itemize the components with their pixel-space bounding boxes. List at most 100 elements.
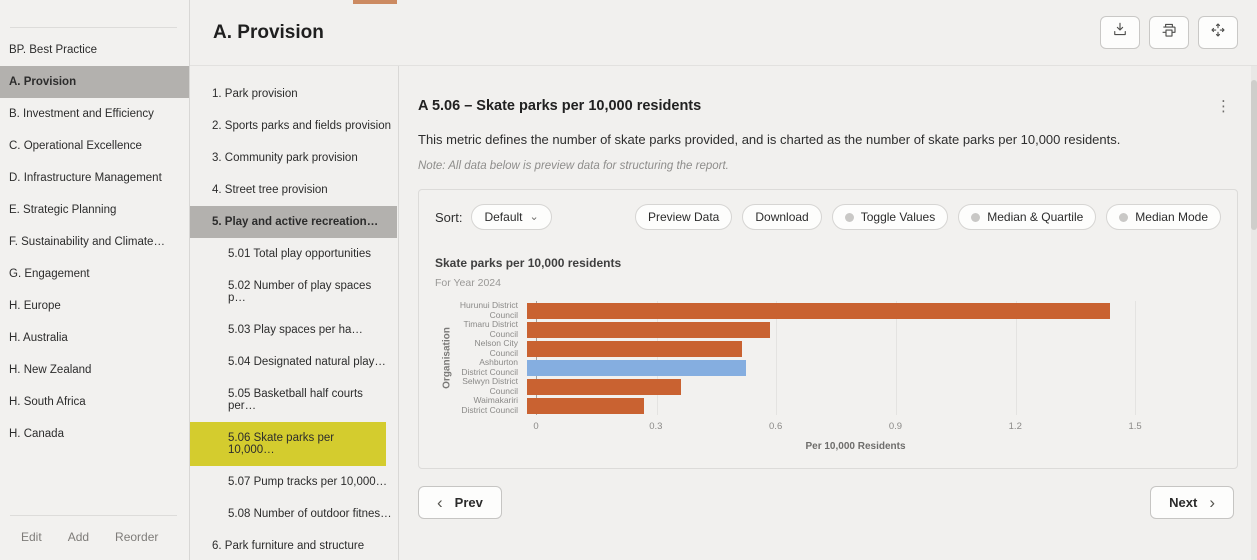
- sidebar-item[interactable]: G. Engagement: [9, 268, 90, 280]
- sidebar-item[interactable]: C. Operational Excellence: [9, 140, 142, 152]
- gridline: [895, 301, 897, 415]
- print-icon: [1160, 21, 1178, 44]
- gridline: [656, 301, 658, 415]
- subnav-item[interactable]: 5.08 Number of outdoor fitnes…: [228, 508, 392, 520]
- subnav-item[interactable]: 5.07 Pump tracks per 10,000…: [228, 476, 388, 488]
- sort-label: Sort:: [435, 209, 463, 225]
- plot-area: Organisation Hurunui District Council Tim…: [435, 300, 1221, 415]
- toggle-button[interactable]: Median & Quartile: [958, 204, 1097, 230]
- download-button[interactable]: [1100, 16, 1140, 49]
- next-button[interactable]: Next ›: [1150, 486, 1234, 519]
- sidebar-list: BP. Best Practice A. Provision B. Investme…: [0, 34, 189, 450]
- sidebar-item[interactable]: H. Europe: [9, 300, 61, 312]
- toggle-dot-icon: [844, 212, 854, 222]
- category-label: Selwyn District Council: [462, 375, 518, 396]
- chart-toolbar: Sort: Default ⌄ Preview Data Download Togg…: [435, 204, 1221, 230]
- next-label: Next: [1169, 495, 1198, 510]
- chevron-left-icon: ‹: [437, 492, 443, 512]
- sidebar-item[interactable]: H. New Zealand: [9, 364, 92, 376]
- subnav-item[interactable]: 5.04 Designated natural play…: [228, 356, 386, 368]
- chart-subtitle: For Year 2024: [435, 277, 501, 289]
- bar: [527, 397, 645, 414]
- toolbar-button[interactable]: Download: [742, 204, 822, 230]
- reorder-button[interactable]: Reorder: [115, 530, 159, 544]
- bar: [527, 321, 770, 338]
- pagination: ‹ Prev Next ›: [418, 486, 1238, 519]
- sidebar-item[interactable]: H. Australia: [9, 332, 68, 344]
- kebab-menu-icon[interactable]: ⋮: [1216, 98, 1232, 115]
- sort-value: Default: [484, 210, 523, 224]
- sidebar-item[interactable]: F. Sustainability and Climate…: [9, 236, 165, 248]
- subnav-item[interactable]: 4. Street tree provision: [212, 184, 328, 196]
- sidebar-footer-divider: [10, 515, 177, 516]
- subnav: 1. Park provision 2. Sports parks and fie…: [190, 66, 399, 560]
- sidebar-item[interactable]: BP. Best Practice: [9, 44, 97, 56]
- sidebar-item[interactable]: E. Strategic Planning: [9, 204, 117, 216]
- category-label: Ashburton District Council: [461, 356, 518, 377]
- prev-button[interactable]: ‹ Prev: [418, 486, 502, 519]
- gridline: [1135, 301, 1137, 415]
- bar: [527, 302, 1111, 319]
- bar: [527, 340, 742, 357]
- subnav-item[interactable]: 1. Park provision: [212, 88, 298, 100]
- metric-description: This metric defines the number of skate …: [418, 132, 1121, 147]
- bar-track: [527, 396, 1175, 415]
- subnav-item[interactable]: 5.05 Basketball half courts per…: [228, 388, 363, 412]
- main-area: A. Provision: [190, 0, 1257, 560]
- subnav-item[interactable]: 5.02 Number of play spaces p…: [228, 280, 372, 304]
- x-axis-label: Per 10,000 Residents: [805, 441, 906, 452]
- fullscreen-button[interactable]: [1198, 16, 1238, 49]
- toolbar-button[interactable]: Preview Data: [634, 204, 733, 230]
- x-axis-ticks: 0 0.3 0.6 0.9 1.2 1.5: [533, 421, 1175, 434]
- sidebar: BP. Best Practice A. Provision B. Investme…: [0, 0, 190, 560]
- bar-chart: Skate parks per 10,000 residents For Yea…: [435, 256, 1221, 452]
- category-label: Waimakariri District Council: [461, 394, 518, 415]
- subnav-item[interactable]: 6. Park furniture and structure: [212, 540, 365, 552]
- bar-track: [527, 377, 1175, 396]
- toggle-button[interactable]: Toggle Values: [831, 204, 949, 230]
- subnav-item[interactable]: 5.03 Play spaces per ha…: [228, 324, 363, 336]
- chevron-down-icon: ⌄: [529, 210, 539, 223]
- sidebar-item[interactable]: B. Investment and Efficiency: [9, 108, 154, 120]
- add-button[interactable]: Add: [67, 530, 90, 544]
- prev-label: Prev: [454, 495, 483, 510]
- move-arrows-icon: [1209, 21, 1227, 44]
- scrollbar[interactable]: [1251, 66, 1257, 560]
- x-tick-label: 0.6: [769, 421, 783, 432]
- chevron-right-icon: ›: [1209, 492, 1215, 512]
- category-label: Nelson City Council: [474, 337, 518, 358]
- subnav-item[interactable]: 3. Community park provision: [212, 152, 358, 164]
- gridline: [776, 301, 778, 415]
- edit-button[interactable]: Edit: [21, 530, 42, 544]
- sidebar-item[interactable]: D. Infrastructure Management: [9, 172, 162, 184]
- toggle-button[interactable]: Median Mode: [1106, 204, 1221, 230]
- bar: [527, 359, 746, 376]
- bar-track: [527, 301, 1175, 320]
- bar: [527, 378, 681, 395]
- toggle-dot-icon: [971, 212, 981, 222]
- sidebar-item[interactable]: H. Canada: [9, 428, 64, 440]
- scrollbar-thumb[interactable]: [1251, 80, 1257, 230]
- subnav-item[interactable]: 5. Play and active recreation…: [190, 206, 397, 238]
- toggle-label: Median Mode: [1135, 210, 1208, 224]
- download-icon: [1111, 21, 1129, 44]
- bar-row: Timaru District Council: [457, 318, 1221, 339]
- sidebar-item[interactable]: A. Provision: [0, 66, 189, 98]
- bar-row: Selwyn District Council: [457, 375, 1221, 396]
- x-tick-label: 0.9: [888, 421, 903, 432]
- toggle-dot-icon: [1119, 212, 1129, 222]
- subnav-item[interactable]: 5.01 Total play opportunities: [228, 248, 371, 260]
- y-axis-label: Organisation: [441, 327, 453, 389]
- toolbar-buttons: Preview Data Download Toggle Values Median …: [634, 204, 1221, 230]
- subnav-item[interactable]: 2. Sports parks and fields provision: [212, 120, 391, 132]
- content: A 5.06 – Skate parks per 10,000 resident…: [399, 66, 1257, 560]
- bar-track: [527, 320, 1175, 339]
- category-label: Timaru District Council: [463, 318, 518, 339]
- x-tick-label: 0: [533, 421, 539, 432]
- sidebar-item[interactable]: H. South Africa: [9, 396, 86, 408]
- x-tick-label: 0.3: [649, 421, 663, 432]
- print-button[interactable]: [1149, 16, 1189, 49]
- subnav-item[interactable]: 5.06 Skate parks per 10,000…: [190, 422, 386, 466]
- sort-dropdown[interactable]: Default ⌄: [471, 204, 552, 230]
